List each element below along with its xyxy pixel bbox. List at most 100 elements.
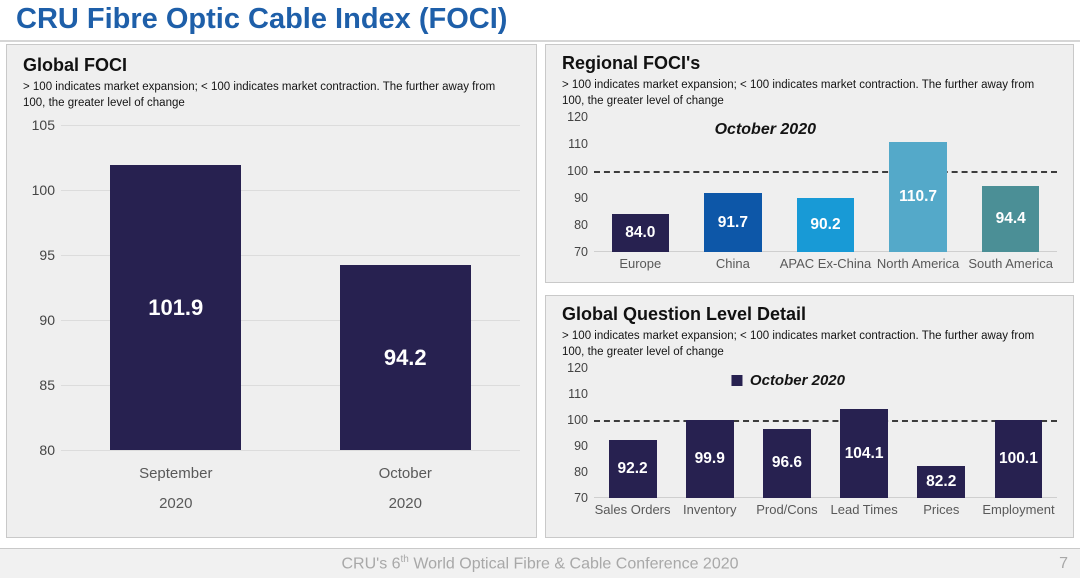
footer-text: CRU's 6th World Optical Fibre & Cable Co… xyxy=(0,554,1080,573)
y-axis-tick: 90 xyxy=(574,439,588,454)
bar-cell: 100.1 xyxy=(980,368,1057,499)
chart-annotation-label: October 2020 xyxy=(749,372,845,390)
bar-north-america: 110.7 xyxy=(889,142,947,253)
reference-line-100 xyxy=(594,171,1057,174)
plot-area: 92.2 99.9 96.6 104.1 82.2 100.1 October 2020 xyxy=(594,368,1057,499)
header: CRU Fibre Optic Cable Index (FOCI) xyxy=(0,0,1080,42)
bars-row: 101.9 94.2 xyxy=(61,125,521,451)
bar-cell: 96.6 xyxy=(748,368,825,499)
bar-apac-ex-china: 90.2 xyxy=(796,197,855,253)
category-label: Sales Orders xyxy=(594,502,671,518)
bar-cell: 84.0 xyxy=(594,117,687,253)
bar-cell: 99.9 xyxy=(671,368,748,499)
y-axis-tick: 80 xyxy=(39,442,55,459)
bar-value-label: 96.6 xyxy=(771,454,802,472)
category-label: Inventory xyxy=(683,502,737,518)
bar-cell: 91.7 xyxy=(687,117,780,253)
category-label: Europe xyxy=(619,256,662,272)
bar-cell: 101.9 xyxy=(61,125,291,451)
plot-column: 92.2 99.9 96.6 104.1 82.2 100.1 October 2020 Sa… xyxy=(594,368,1057,517)
question-detail-note: > 100 indicates market expansion; < 100 … xyxy=(562,330,1035,358)
y-axis: 80 85 90 95 100 105 xyxy=(23,117,61,458)
bar-cell: 90.2 xyxy=(779,117,872,253)
right-column: Regional FOCI's > 100 indicates market e… xyxy=(545,44,1074,538)
plot-column: 101.9 94.2 September 2020 October 2020 xyxy=(61,125,520,519)
legend-marker-icon xyxy=(731,375,743,387)
question-detail-title: Global Question Level Detail xyxy=(562,304,807,324)
category-label: APAC Ex-China xyxy=(779,256,872,272)
panel-regional-foci: Regional FOCI's > 100 indicates market e… xyxy=(545,44,1074,283)
bar-value-label: 94.2 xyxy=(383,344,427,370)
regional-foci-title: Regional FOCI's xyxy=(562,53,701,73)
y-axis-tick: 95 xyxy=(39,247,55,264)
question-detail-chart: 70 80 90 100 110 120 92.2 99.9 96.6 104.1 82.2 100.… xyxy=(562,361,1057,517)
bar-cell: 94.2 xyxy=(291,125,521,451)
chart-body: 80 85 90 95 100 105 101.9 94.2 September 2020 Oct… xyxy=(23,117,520,519)
chart-annotation: October 2020 xyxy=(731,372,845,390)
y-axis-tick: 80 xyxy=(574,465,588,480)
bar-value-label: 110.7 xyxy=(899,188,938,206)
page-title: CRU Fibre Optic Cable Index (FOCI) xyxy=(16,3,508,35)
gridline xyxy=(61,255,520,257)
bars-row: 92.2 99.9 96.6 104.1 82.2 100.1 xyxy=(594,368,1057,499)
y-axis: 70 80 90 100 110 120 xyxy=(562,110,594,259)
bar-value-label: 99.9 xyxy=(694,450,725,468)
y-axis-tick: 105 xyxy=(31,117,55,134)
y-axis-tick: 110 xyxy=(568,137,588,152)
category-label: Employment xyxy=(982,502,1055,518)
y-axis-tick: 100 xyxy=(567,164,588,179)
plot-area: 84.0 91.7 90.2 110.7 94.4 October 2020 xyxy=(594,117,1057,253)
bar-value-label: 82.2 xyxy=(926,473,957,491)
bar-employment: 100.1 xyxy=(994,419,1043,499)
footer-superscript: th xyxy=(400,553,409,565)
bar-value-label: 100.1 xyxy=(999,449,1038,467)
bar-value-label: 94.4 xyxy=(995,210,1026,228)
y-axis-tick: 80 xyxy=(574,218,588,233)
y-axis-tick: 100 xyxy=(31,182,55,199)
category-label: South America xyxy=(968,256,1053,272)
y-axis: 70 80 90 100 110 120 xyxy=(562,361,594,505)
gridline xyxy=(61,125,520,127)
bar-value-label: 101.9 xyxy=(148,294,204,320)
bar-lead-times: 104.1 xyxy=(840,409,889,499)
category-axis: September 2020 October 2020 xyxy=(61,459,520,519)
gridline xyxy=(61,190,520,192)
bar-china: 91.7 xyxy=(704,193,762,253)
bar-october: 94.2 xyxy=(339,265,471,451)
category-label: Prod/Cons xyxy=(756,502,818,518)
bar-value-label: 104.1 xyxy=(844,444,884,462)
chart-annotation-label: October 2020 xyxy=(714,121,816,139)
bar-cell: 104.1 xyxy=(826,368,903,499)
bar-prices: 82.2 xyxy=(917,466,966,499)
y-axis-tick: 70 xyxy=(574,245,588,260)
bar-cell: 92.2 xyxy=(594,368,671,499)
global-foci-title: Global FOCI xyxy=(23,55,128,75)
bar-prod-cons: 96.6 xyxy=(763,428,811,499)
bar-september: 101.9 xyxy=(110,165,242,451)
bar-value-label: 92.2 xyxy=(617,460,648,478)
gridline xyxy=(61,385,520,387)
category-label: North America xyxy=(876,256,960,272)
plot-area: 101.9 94.2 xyxy=(61,125,521,452)
y-axis-tick: 120 xyxy=(567,361,588,376)
plot-column: 84.0 91.7 90.2 110.7 94.4 October 2020 Europe C… xyxy=(594,117,1057,271)
regional-foci-chart: 70 80 90 100 110 120 84.0 91.7 90.2 110.7 94.4 Octo… xyxy=(562,110,1057,271)
y-axis-tick: 100 xyxy=(567,413,588,428)
bar-inventory: 99.9 xyxy=(685,420,734,499)
global-foci-note: > 100 indicates market expansion; < 100 … xyxy=(23,81,496,109)
page-number: 7 xyxy=(1059,554,1068,572)
chart-body: 70 80 90 100 110 120 84.0 91.7 90.2 110.7 94.4 Octo… xyxy=(562,110,1057,271)
chart-annotation: October 2020 xyxy=(715,121,816,139)
bars-row: 84.0 91.7 90.2 110.7 94.4 xyxy=(594,117,1057,253)
category-label: Lead Times xyxy=(830,502,898,518)
bar-cell: 110.7 xyxy=(872,117,965,253)
y-axis-tick: 70 xyxy=(574,491,588,506)
category-axis: Europe China APAC Ex-China North America Sou… xyxy=(594,256,1057,271)
bar-cell: 82.2 xyxy=(903,368,980,499)
main-content: Global FOCI > 100 indicates market expan… xyxy=(6,44,1074,538)
y-axis-tick: 120 xyxy=(567,110,588,125)
footer-conference-name: CRU's 6 xyxy=(341,555,401,573)
footer: CRU's 6th World Optical Fibre & Cable Co… xyxy=(0,548,1080,578)
bar-south-america: 94.4 xyxy=(981,186,1040,253)
